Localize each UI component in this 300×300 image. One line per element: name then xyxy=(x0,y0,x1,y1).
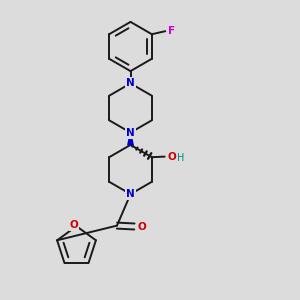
Polygon shape xyxy=(128,133,133,145)
Text: N: N xyxy=(126,78,135,88)
Text: N: N xyxy=(126,189,135,199)
Text: O: O xyxy=(70,220,79,230)
Text: O: O xyxy=(138,221,147,232)
Text: N: N xyxy=(126,128,135,138)
Text: O: O xyxy=(168,152,176,162)
Text: H: H xyxy=(177,153,184,163)
Text: F: F xyxy=(168,26,175,36)
